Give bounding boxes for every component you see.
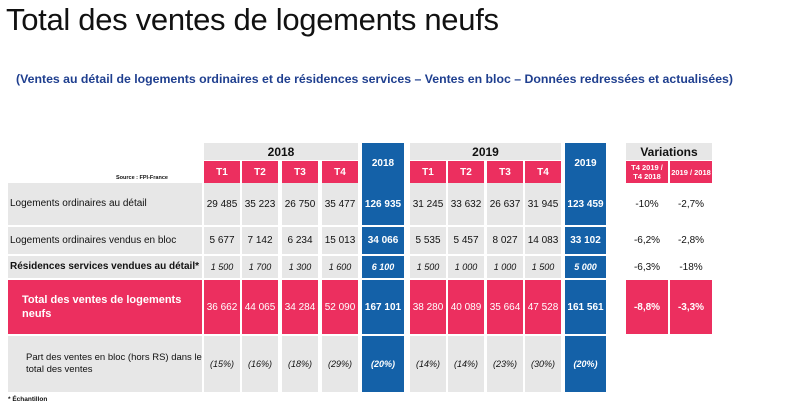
value-2019-q2: 40 089 [448,280,484,334]
value-2019-q1: (14%) [410,336,446,392]
total-2019-value: (20%) [565,336,606,392]
value-2018-q4: 15 013 [322,227,358,254]
variation-year-header: 2019 / 2018 [670,161,712,183]
value-2018-q2: 35 223 [242,183,278,225]
variation-year-value: -2,7% [677,198,705,210]
variation-year-value: -3,3% [670,280,712,334]
page-title: Total des ventes de logements neufs [6,2,499,37]
value-2019-q3: (23%) [487,336,523,392]
value-2019-q3: 8 027 [487,227,523,254]
value-2019-q3: 26 637 [487,183,523,225]
variation-t4-header: T4 2019 / T4 2018 [626,161,668,183]
total-2018-value: 167 101 [362,280,404,334]
value-2019-q2: 33 632 [448,183,484,225]
total-2018-value: 34 066 [362,227,404,254]
value-2018-q4: 1 600 [322,256,358,278]
value-2019-q2: 1 000 [448,256,484,278]
value-2019-q4: 14 083 [525,227,561,254]
variation-t4-value: -10% [635,198,659,210]
total-2019-value: 33 102 [565,227,606,254]
total-2018-value: (20%) [362,336,404,392]
variation-year-value: -2,8% [677,235,705,246]
quarter-header-2018-1: T1 [204,161,240,183]
value-2018-q3: (18%) [282,336,318,392]
value-2019-q2: (14%) [448,336,484,392]
variation-t4-value: -8,8% [626,280,668,334]
source-note: Source : FPI-France [116,175,168,181]
year-2018-header: 2018 [204,143,358,160]
total-2019-value: 5 000 [565,256,606,278]
value-2018-q3: 1 300 [282,256,318,278]
variation-year-value: -18% [679,261,703,273]
value-2018-q2: 7 142 [242,227,278,254]
value-2018-q3: 26 750 [282,183,318,225]
value-2019-q4: 47 528 [525,280,561,334]
total-2018-value: 126 935 [362,183,404,225]
value-2018-q2: (16%) [242,336,278,392]
footnote: * Échantillon [8,396,48,403]
row-label: Part des ventes en bloc (hors RS) dans l… [8,336,202,392]
variations-header: Variations [626,143,712,160]
quarter-header-2018-2: T2 [242,161,278,183]
variation-t4-value: -6,2% [633,235,661,246]
value-2018-q2: 44 065 [242,280,278,334]
variation-t4-value: -6,3% [633,261,661,273]
row-label: Résidences services vendues au détail* [8,256,202,278]
value-2018-q1: 29 485 [204,183,240,225]
total-2019-header: 2019 [565,143,606,183]
value-2019-q1: 38 280 [410,280,446,334]
value-2019-q4: 1 500 [525,256,561,278]
quarter-header-2019-3: T3 [487,161,523,183]
row-label: Logements ordinaires vendus en bloc [8,227,202,254]
value-2018-q3: 6 234 [282,227,318,254]
total-2019-value: 161 561 [565,280,606,334]
total-2019-value: 123 459 [565,183,606,225]
value-2019-q1: 31 245 [410,183,446,225]
quarter-header-2019-4: T4 [525,161,561,183]
value-2019-q1: 5 535 [410,227,446,254]
quarter-header-2019-1: T1 [410,161,446,183]
value-2018-q3: 34 284 [282,280,318,334]
value-2018-q1: 5 677 [204,227,240,254]
value-2019-q3: 35 664 [487,280,523,334]
year-2019-header: 2019 [410,143,561,160]
value-2018-q1: 36 662 [204,280,240,334]
quarter-header-2018-4: T4 [322,161,358,183]
row-label: Logements ordinaires au détail [8,183,202,225]
value-2019-q2: 5 457 [448,227,484,254]
total-2018-value: 6 100 [362,256,404,278]
quarter-header-2018-3: T3 [282,161,318,183]
value-2018-q1: (15%) [204,336,240,392]
value-2019-q4: (30%) [525,336,561,392]
value-2018-q4: 35 477 [322,183,358,225]
page-subtitle: (Ventes au détail de logements ordinaire… [16,72,733,86]
value-2018-q4: 52 090 [322,280,358,334]
value-2018-q1: 1 500 [204,256,240,278]
value-2019-q3: 1 000 [487,256,523,278]
value-2019-q4: 31 945 [525,183,561,225]
value-2019-q1: 1 500 [410,256,446,278]
total-2018-header: 2018 [362,143,404,183]
value-2018-q4: (29%) [322,336,358,392]
row-label: Total des ventes de logements neufs [8,280,202,334]
quarter-header-2019-2: T2 [448,161,484,183]
value-2018-q2: 1 700 [242,256,278,278]
